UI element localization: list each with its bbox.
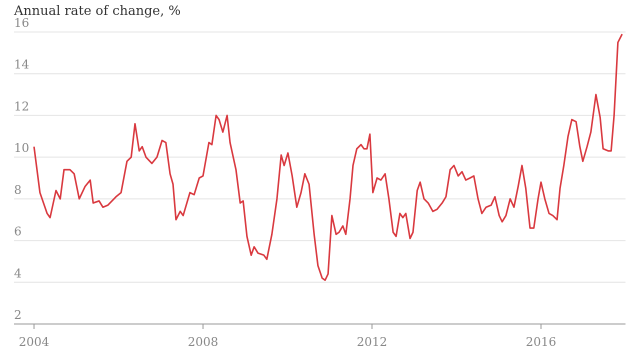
y-tick-label: 16 [14, 16, 29, 30]
data-line [33, 33, 623, 281]
y-tick-label: 2 [14, 308, 22, 322]
y-tick-label: 4 [14, 266, 22, 280]
x-tick-label: 2008 [188, 335, 219, 349]
y-tick-label: 6 [14, 225, 22, 239]
x-tick-label: 2004 [19, 335, 50, 349]
y-tick-label: 10 [14, 141, 29, 155]
y-tick-label: 8 [14, 183, 22, 197]
x-tick-label: 2012 [357, 335, 388, 349]
x-tick-label: 2016 [526, 335, 557, 349]
y-tick-label: 12 [14, 99, 29, 113]
chart-title: Annual rate of change, % [13, 4, 181, 19]
y-tick-label: 14 [14, 58, 30, 72]
